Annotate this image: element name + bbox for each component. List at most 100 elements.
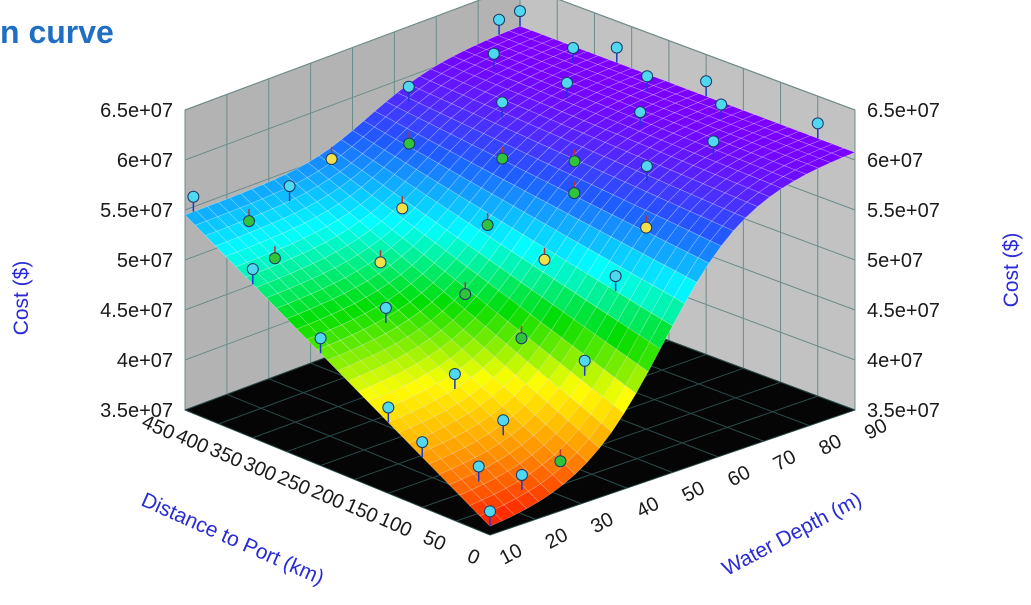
surface-cell	[576, 438, 600, 463]
surface-cell	[684, 120, 709, 132]
surface-cell	[740, 132, 765, 143]
surface-cell	[397, 427, 422, 444]
surface-cell	[350, 344, 374, 362]
data-point	[448, 368, 461, 381]
z-tick-left: 3.5e+07	[100, 400, 173, 422]
surface-cell	[255, 282, 279, 299]
y-tick: 20	[542, 524, 572, 554]
surface-cell	[760, 161, 786, 173]
surface-cell	[641, 76, 667, 86]
data-point	[567, 42, 580, 55]
data-point	[554, 455, 567, 468]
chart-title: n curve	[0, 14, 114, 50]
z-tick-left: 5.5e+07	[100, 200, 173, 222]
surface-cell	[347, 221, 371, 239]
surface-cell	[771, 165, 797, 177]
surface-cell	[373, 333, 397, 351]
surface-cell	[385, 92, 409, 108]
surface-cell	[330, 308, 354, 326]
data-point	[243, 215, 256, 228]
surface-cell	[437, 169, 461, 190]
y-tick: 10	[496, 540, 526, 570]
surface-cell	[527, 483, 552, 503]
data-point	[325, 153, 338, 166]
x-tick: 150	[342, 494, 381, 528]
surface-cell	[458, 489, 483, 506]
z-tick-right: 4.5e+07	[867, 300, 940, 322]
data-point	[578, 354, 591, 367]
surface-cell	[618, 95, 643, 106]
surface-cell	[500, 227, 524, 252]
surface-cell	[461, 99, 486, 114]
surface-cell	[315, 210, 339, 227]
surface-cell	[594, 106, 619, 119]
surface-cell	[460, 128, 485, 146]
data-point	[515, 332, 528, 345]
surface-cell	[774, 135, 800, 146]
z-tick-left: 4.5e+07	[100, 300, 173, 322]
surface-cell	[641, 85, 666, 96]
surface-cell	[672, 126, 697, 138]
surface-cell	[346, 237, 370, 256]
z-tick-left: 6e+07	[117, 150, 173, 172]
surface-cell	[491, 504, 515, 522]
x-tick: 250	[274, 466, 313, 500]
surface-cell	[516, 337, 541, 363]
surface-cell	[607, 81, 632, 92]
surface-cell	[719, 105, 745, 116]
surface-cell	[605, 111, 630, 123]
data-point	[493, 13, 506, 26]
surface-cell	[670, 148, 695, 162]
surface-cell	[411, 254, 435, 275]
z-tick-right: 6.5e+07	[867, 100, 940, 122]
data-point	[402, 80, 415, 93]
surface-cell	[396, 97, 420, 113]
data-point	[481, 218, 494, 231]
surface-cell	[591, 171, 615, 191]
surface-cell	[519, 38, 544, 49]
z-tick-left: 4e+07	[117, 350, 173, 372]
data-point	[515, 468, 528, 481]
data-point	[640, 160, 653, 173]
surface-cell	[571, 132, 595, 148]
data-point	[609, 270, 622, 283]
surface-cell	[483, 335, 508, 358]
z-tick-right: 5.5e+07	[867, 200, 940, 222]
surface-cell	[658, 156, 684, 171]
data-point	[700, 75, 713, 88]
surface-cell	[558, 371, 583, 398]
surface-cell	[501, 205, 525, 229]
surface-cell	[399, 411, 423, 429]
surface-cell	[518, 56, 543, 68]
x-tick: 400	[172, 425, 211, 459]
surface-cell	[649, 128, 674, 141]
surface-cell	[413, 389, 437, 407]
data-point	[496, 152, 509, 165]
axis-ticks: 3.5e+07 3.5e+07 4e+07 4e+07 4.5e+07 4.5e+07 5e…	[100, 100, 940, 570]
x-tick: 100	[376, 508, 415, 542]
z-tick-left: 6.5e+07	[100, 100, 173, 122]
surface-cell	[717, 133, 742, 145]
surface-cell	[600, 404, 625, 433]
z-tick-left: 5e+07	[117, 250, 173, 272]
data-point	[715, 98, 728, 111]
data-point	[487, 47, 500, 60]
surface-cell	[461, 113, 485, 129]
surface-cell	[335, 245, 359, 263]
surface-cell	[265, 293, 289, 309]
x-tick: 350	[206, 439, 245, 473]
surface-cell	[537, 354, 562, 380]
y-tick: 70	[770, 446, 800, 476]
surface-cell	[462, 87, 486, 101]
surface-cell	[669, 160, 694, 175]
surface-cell	[448, 479, 473, 496]
surface-cell	[730, 109, 756, 120]
surface-cell	[762, 141, 788, 152]
data-point	[514, 5, 526, 18]
data-points	[187, 5, 824, 527]
surface-cell	[614, 151, 639, 167]
surface-cell	[418, 93, 442, 109]
surface-cell	[663, 84, 689, 95]
surface-cell	[650, 118, 675, 130]
surface-cell	[718, 114, 744, 125]
